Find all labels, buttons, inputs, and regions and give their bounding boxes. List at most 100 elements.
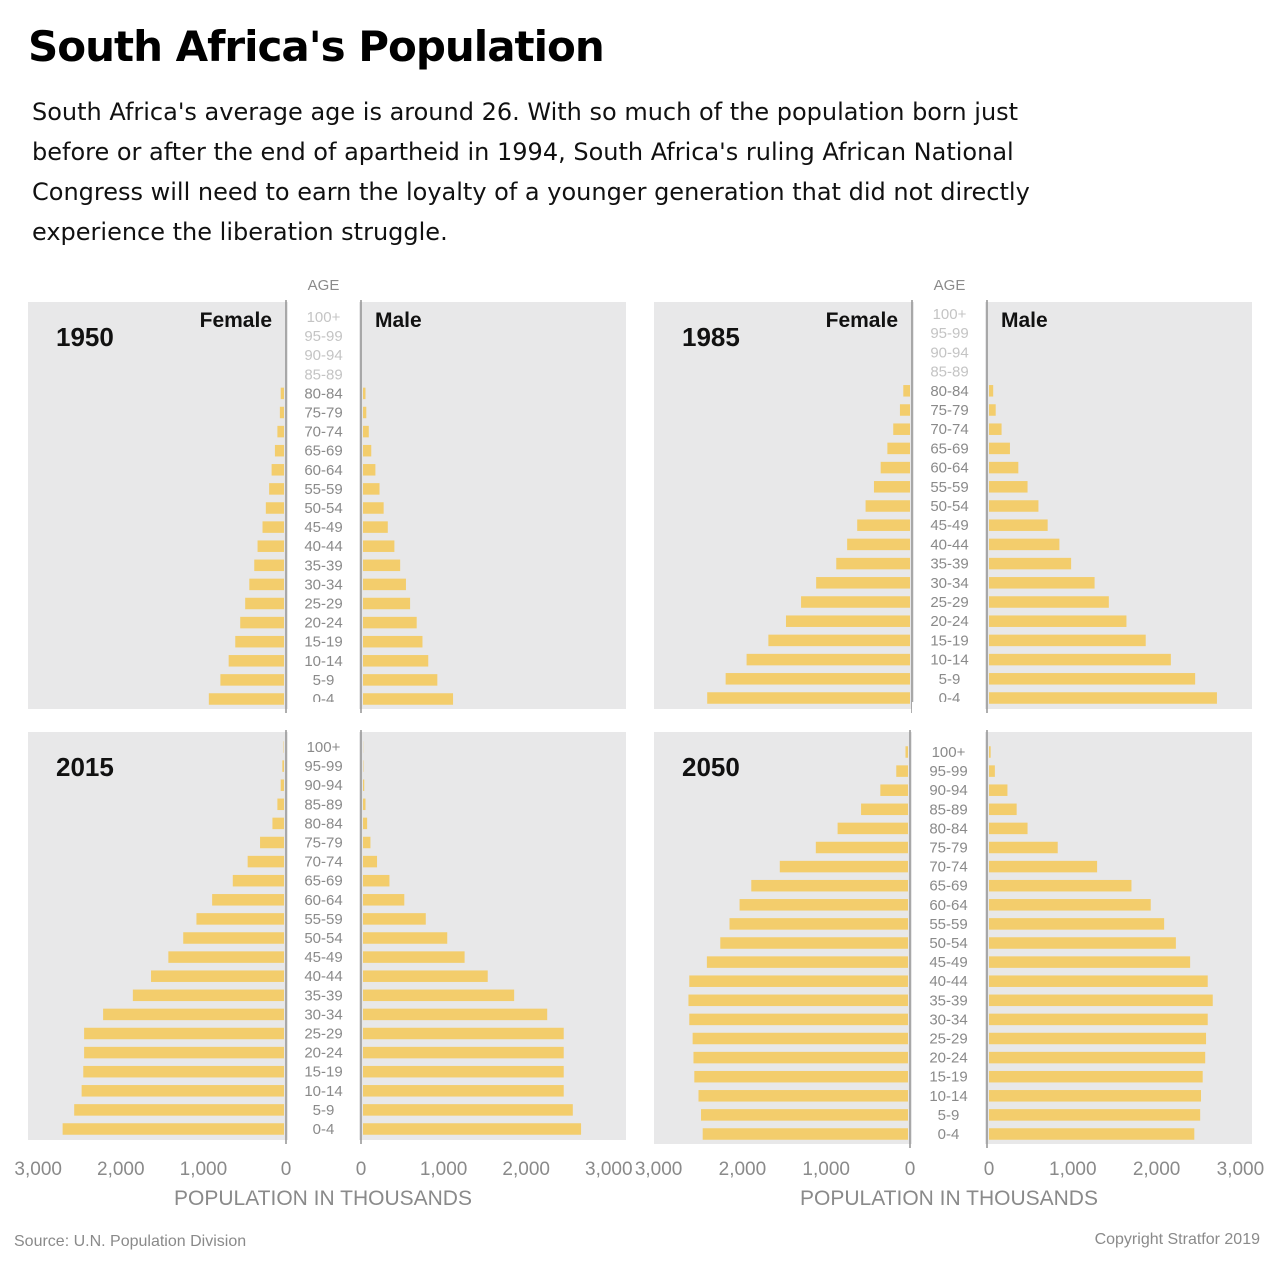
age-tick-label: 95-99 — [304, 328, 342, 345]
age-tick-label: 50-54 — [930, 498, 968, 515]
male-bar — [989, 975, 1208, 987]
female-bar — [702, 1128, 908, 1140]
female-bar — [836, 557, 910, 570]
age-tick-label: 35-39 — [304, 987, 342, 1004]
male-bar — [363, 1104, 573, 1116]
male-bar — [363, 616, 417, 629]
male-bar — [989, 879, 1132, 892]
x-tick-label: 3,000 — [635, 1159, 683, 1180]
female-bar — [282, 760, 284, 772]
male-bar — [989, 784, 1008, 796]
age-tick-label: 65-69 — [930, 440, 968, 457]
female-bar — [816, 577, 910, 589]
male-bar — [363, 913, 426, 925]
female-bar — [265, 502, 284, 514]
female-bar — [865, 500, 910, 512]
age-tick-label: 70-74 — [930, 421, 968, 438]
x-tick-label: 1,000 — [180, 1159, 228, 1180]
female-bar — [887, 442, 910, 455]
age-tick-label: 60-64 — [304, 892, 342, 909]
x-tick-label: 1,000 — [1049, 1159, 1097, 1180]
chart-title: 2050 — [682, 752, 740, 782]
male-bar — [989, 937, 1176, 949]
male-bar — [363, 1008, 548, 1021]
age-axis-header: AGE — [934, 277, 966, 294]
male-header: Male — [1001, 309, 1048, 332]
age-tick-label: 15-19 — [930, 632, 968, 649]
female-bar — [837, 822, 908, 835]
male-bar — [989, 653, 1171, 666]
female-bar — [689, 1013, 908, 1026]
female-bar — [277, 798, 284, 811]
male-bar — [989, 860, 1098, 873]
age-tick-label: 55-59 — [304, 481, 342, 498]
age-tick-label: 20-24 — [930, 613, 968, 630]
x-tick-label: 3,000 — [14, 1159, 62, 1180]
age-tick-label: 40-44 — [930, 536, 968, 553]
female-bar — [183, 932, 284, 944]
age-tick-label: 15-19 — [304, 634, 342, 651]
female-bar — [74, 1104, 284, 1116]
age-tick-label: 95-99 — [304, 758, 342, 775]
male-bar — [989, 500, 1039, 512]
female-bar — [751, 879, 908, 892]
age-label-band — [288, 272, 359, 709]
female-bar — [880, 461, 910, 474]
age-tick-label: 95-99 — [930, 325, 968, 342]
age-tick-label: 20-24 — [304, 615, 342, 632]
x-tick-label: 2,000 — [719, 1159, 767, 1180]
male-bar — [989, 481, 1028, 493]
age-tick-label: 35-39 — [930, 556, 968, 573]
age-tick-label: 100+ — [307, 739, 341, 756]
age-tick-label: 10-14 — [930, 652, 968, 669]
male-bar — [363, 540, 395, 552]
age-tick-label: 85-89 — [304, 366, 342, 383]
age-tick-label: 80-84 — [304, 815, 342, 832]
male-bar — [363, 951, 465, 963]
x-tick-label: 0 — [281, 1159, 292, 1180]
age-label-band — [914, 272, 985, 709]
male-bar — [989, 404, 996, 416]
female-bar — [240, 616, 284, 629]
age-tick-label: 85-89 — [304, 796, 342, 813]
age-tick-label: 50-54 — [929, 935, 967, 952]
male-bar — [363, 779, 365, 791]
age-tick-label: 95-99 — [929, 763, 967, 780]
female-bar — [245, 597, 284, 610]
female-bar — [903, 385, 910, 397]
female-bar — [257, 540, 284, 552]
age-tick-label: 50-54 — [304, 500, 342, 517]
x-tick-label: 3,000 — [585, 1159, 633, 1180]
female-bar — [279, 406, 284, 419]
female-bar — [785, 615, 910, 627]
age-tick-label: 30-34 — [304, 1006, 342, 1023]
female-bar — [693, 1051, 908, 1064]
male-bar — [989, 1013, 1208, 1026]
female-bar — [269, 483, 284, 495]
female-bar — [698, 1090, 908, 1102]
male-bar — [363, 855, 378, 868]
age-tick-label: 55-59 — [930, 479, 968, 496]
age-tick-label: 5-9 — [939, 671, 961, 688]
male-bar — [363, 655, 429, 667]
female-bar — [62, 1123, 284, 1135]
age-tick-label: 20-24 — [304, 1045, 342, 1062]
male-bar — [989, 596, 1109, 608]
age-tick-label: 65-69 — [304, 873, 342, 890]
male-bar — [989, 692, 1217, 704]
female-bar — [249, 578, 284, 591]
age-tick-label: 100+ — [307, 309, 341, 326]
male-bar — [989, 423, 1002, 435]
female-bar — [262, 521, 284, 533]
age-tick-label: 5-9 — [313, 672, 335, 689]
male-bar — [989, 822, 1028, 835]
female-bar — [212, 894, 284, 906]
age-tick-label: 60-64 — [930, 460, 968, 477]
female-bar — [692, 1032, 908, 1045]
male-bar — [363, 1085, 564, 1097]
age-tick-label: 75-79 — [304, 835, 342, 852]
male-bar — [363, 1046, 564, 1059]
female-bar — [689, 975, 908, 987]
male-bar — [989, 1070, 1203, 1083]
